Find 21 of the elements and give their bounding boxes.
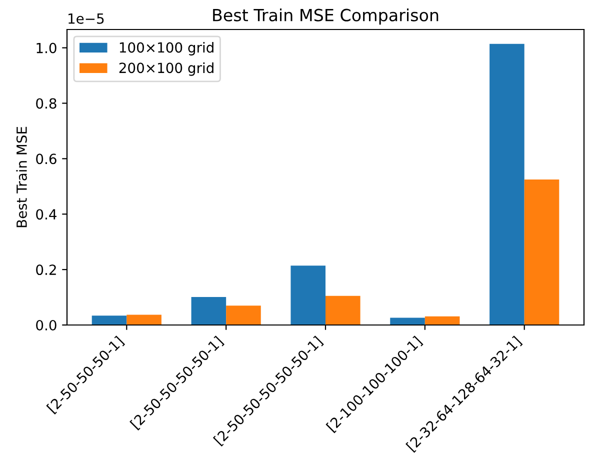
bar (126, 314, 162, 325)
bar (226, 306, 261, 325)
y-tick-label: 0.2 (36, 264, 56, 276)
bar (290, 266, 326, 325)
y-tick-label: 0.6 (36, 154, 56, 164)
text: 1e−5 (68, 14, 104, 24)
legend-label: 200×100 grid (119, 62, 214, 76)
chart-title: Best Train MSE Comparison (213, 8, 438, 25)
y-tick-label: 0.8 (36, 98, 56, 109)
y-tick-label: 0.4 (36, 209, 56, 220)
bar (326, 296, 360, 325)
y-axis-title: Best Train MSE (16, 126, 27, 228)
y-tick-label: 0.0 (36, 320, 56, 330)
bar (524, 179, 560, 325)
y-tick-label: 1.0 (36, 42, 56, 54)
bar (191, 297, 226, 325)
legend-label: 100×100 grid (120, 42, 214, 56)
bar (490, 44, 524, 325)
bar (92, 316, 127, 325)
bar (390, 318, 425, 325)
bar (424, 316, 460, 325)
